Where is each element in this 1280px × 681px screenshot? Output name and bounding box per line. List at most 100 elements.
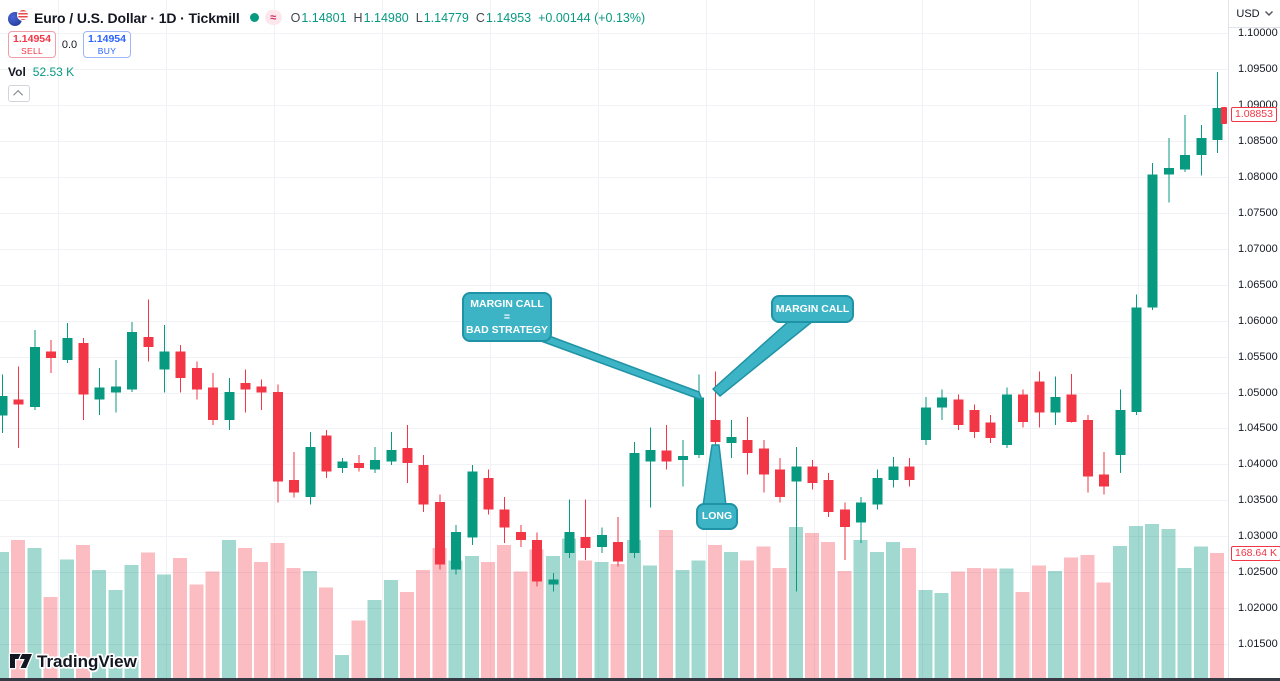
sell-button[interactable]: 1.14954 SELL	[8, 31, 56, 58]
candle	[62, 337, 73, 361]
volume-bar	[302, 570, 317, 678]
candle	[904, 466, 915, 481]
volume-bar	[999, 568, 1014, 678]
volume-indicator-label: Vol	[8, 65, 26, 79]
currency-selector[interactable]: USD	[1229, 0, 1280, 28]
candle	[920, 407, 931, 440]
open-value: 1.14801	[301, 10, 347, 25]
volume-bar	[11, 539, 26, 678]
candle	[353, 462, 364, 468]
candle	[191, 368, 202, 390]
candle	[629, 452, 640, 553]
volume-bar	[788, 526, 803, 678]
callout-line: =	[503, 310, 511, 323]
high-value: 1.14980	[363, 10, 409, 25]
volume-indicator-value: 52.53 K	[32, 65, 75, 79]
volume-bar	[1177, 567, 1192, 678]
volume-bar	[189, 584, 204, 678]
callout-margin-call-bad-strategy[interactable]: MARGIN CALL = BAD STRATEGY	[462, 292, 552, 342]
candle	[143, 337, 154, 348]
candle	[305, 447, 316, 497]
candle	[256, 386, 267, 393]
candle	[791, 466, 802, 482]
candle	[1131, 307, 1142, 412]
candle	[483, 478, 494, 510]
candle	[1099, 474, 1110, 487]
volume-bar	[837, 570, 852, 678]
volume-bar	[1064, 557, 1079, 678]
candle	[1001, 394, 1012, 445]
price-tick-label: 1.08000	[1238, 170, 1278, 183]
buy-price: 1.14954	[88, 32, 126, 45]
volume-bar	[724, 551, 738, 678]
candle	[888, 466, 899, 481]
volume-bar	[1031, 565, 1046, 678]
market-status-dot	[249, 13, 259, 22]
volume-bar	[691, 560, 706, 678]
volume-bar	[1015, 592, 1030, 678]
candle	[159, 351, 170, 370]
price-tick-label: 1.02500	[1238, 566, 1278, 579]
volume-bar	[270, 542, 285, 678]
candle	[677, 455, 688, 461]
volume-bar	[562, 538, 576, 678]
volume-bar	[902, 548, 917, 678]
volume-bar	[383, 580, 398, 678]
callout-margin-call[interactable]: MARGIN CALL	[771, 295, 854, 323]
candle	[46, 351, 57, 358]
candle	[532, 539, 543, 582]
volume-bar	[950, 571, 965, 678]
volume-bar	[545, 555, 560, 678]
candle	[94, 387, 105, 400]
candle	[613, 542, 624, 562]
buy-button[interactable]: 1.14954 BUY	[83, 31, 131, 58]
volume-bar	[157, 574, 171, 678]
tradingview-logo[interactable]: TradingView	[8, 648, 198, 679]
last-price-tick	[1221, 107, 1227, 124]
price-tick-label: 1.06000	[1238, 314, 1278, 327]
volume-bar	[448, 560, 463, 678]
price-tick-label: 1.05000	[1238, 386, 1278, 399]
volume-bar	[1048, 570, 1062, 678]
volume-bar	[967, 567, 981, 678]
candle	[742, 439, 753, 453]
volume-bar	[173, 558, 188, 678]
candle	[13, 399, 24, 405]
price-tick-label: 1.06500	[1238, 278, 1278, 291]
price-tick-label: 1.04000	[1238, 458, 1278, 471]
candle	[969, 409, 980, 433]
collapse-legend-button[interactable]	[8, 85, 30, 102]
candle	[758, 448, 769, 475]
volume-bar	[432, 548, 447, 678]
approx-compare-badge[interactable]: ≈	[264, 10, 282, 25]
candle	[1147, 174, 1158, 308]
candle	[1212, 107, 1223, 141]
currency-label: USD	[1236, 7, 1260, 20]
candle	[224, 391, 235, 420]
candle	[1163, 168, 1174, 175]
price-axis[interactable]: USD 1.10000 1.09500 1.09000 1.08500 1.08000 1…	[1228, 0, 1280, 681]
volume-bar	[886, 542, 900, 678]
volume-bar	[805, 532, 819, 678]
low-value: 1.14779	[423, 10, 469, 25]
candle	[110, 386, 121, 393]
volume-bar	[1161, 529, 1176, 678]
volume-bar	[707, 545, 722, 678]
candle	[29, 347, 40, 407]
volume-bar	[464, 555, 479, 678]
candle	[1066, 394, 1077, 422]
candle	[451, 531, 462, 570]
volume-bar	[626, 539, 641, 678]
price-tick-label: 1.09500	[1238, 62, 1278, 75]
volume-bar	[497, 545, 512, 678]
candle	[499, 509, 510, 528]
last-price-label: 1.08853	[1231, 107, 1277, 123]
volume-bar	[108, 589, 123, 678]
volume-bar	[124, 564, 139, 678]
candle	[402, 447, 413, 463]
symbol-title[interactable]: Euro / U.S. Dollar · 1D · Tickmill	[34, 9, 240, 26]
candle	[710, 419, 721, 443]
callout-pointer	[712, 320, 814, 397]
callout-long[interactable]: LONG	[696, 503, 738, 530]
